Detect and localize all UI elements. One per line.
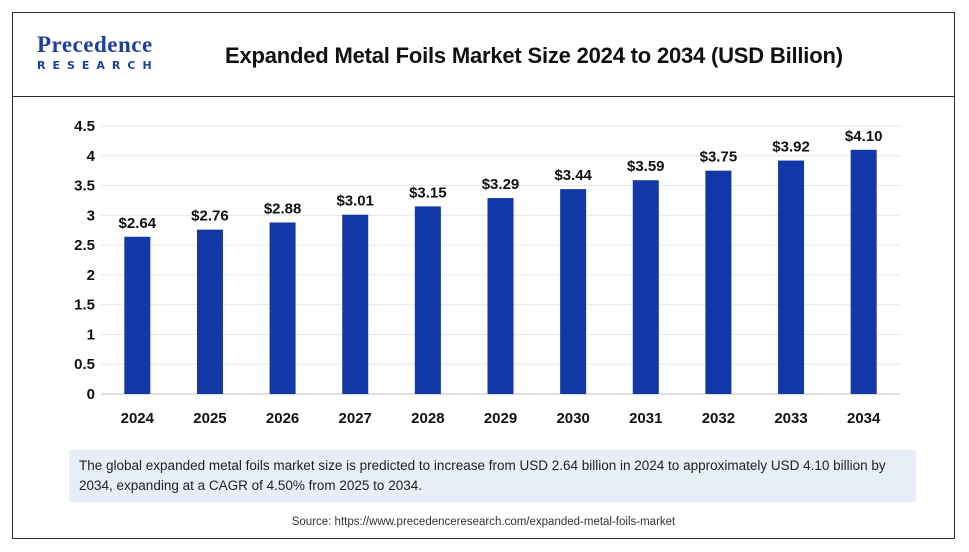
- chart-frame: Precedence RESEARCH Expanded Metal Foils…: [12, 12, 955, 539]
- source-text: Source: https://www.precedenceresearch.c…: [291, 516, 676, 528]
- x-tick-label: 2029: [484, 410, 517, 427]
- x-tick-label: 2025: [193, 410, 226, 427]
- bar: [124, 236, 151, 394]
- logo-subword: RESEARCH: [37, 59, 159, 72]
- y-tick-label: 2: [87, 267, 95, 284]
- data-label: $3.59: [627, 158, 665, 175]
- y-tick-label: 3.5: [74, 178, 95, 195]
- y-tick-label: 1: [87, 326, 95, 343]
- data-label: $3.75: [700, 149, 738, 166]
- bar: [196, 229, 223, 394]
- x-tick-label: 2032: [702, 410, 735, 427]
- description-box: The global expanded metal foils market s…: [69, 450, 916, 502]
- y-tick-label: 4: [87, 148, 96, 165]
- bar: [414, 206, 441, 394]
- x-tick-label: 2024: [121, 410, 155, 427]
- y-tick-label: 2.5: [74, 237, 95, 254]
- data-label: $3.01: [336, 193, 374, 210]
- bar: [269, 222, 296, 394]
- data-label: $3.29: [482, 176, 520, 193]
- data-label: $2.64: [119, 215, 157, 232]
- y-tick-label: 4.5: [74, 118, 95, 135]
- y-tick-label: 3: [87, 207, 95, 224]
- header: Precedence RESEARCH Expanded Metal Foils…: [13, 13, 954, 97]
- x-tick-label: 2028: [411, 410, 444, 427]
- x-tick-label: 2030: [556, 410, 589, 427]
- x-tick-label: 2033: [774, 410, 807, 427]
- bar: [778, 160, 805, 394]
- logo-wordmark: Precedence: [37, 32, 153, 57]
- data-label: $3.44: [554, 167, 592, 184]
- data-label: $2.88: [264, 200, 302, 217]
- data-label: $2.76: [191, 208, 229, 225]
- bar: [560, 189, 587, 394]
- x-tick-label: 2027: [339, 410, 372, 427]
- x-tick-label: 2034: [847, 410, 881, 427]
- bar: [342, 214, 369, 394]
- bar-chart: 0 0.5 1 1.5 2 2.5 3 3.5 4 4.5 $2.64 2024 $2.76 2025 $2…: [74, 118, 900, 427]
- y-tick-label: 0.5: [74, 356, 95, 373]
- x-tick-label: 2031: [629, 410, 662, 427]
- bar: [632, 180, 659, 394]
- bar: [850, 149, 877, 394]
- data-label: $3.92: [772, 139, 810, 156]
- y-tick-label: 0: [87, 386, 95, 403]
- brand-logo: Precedence RESEARCH: [37, 33, 187, 79]
- x-tick-label: 2026: [266, 410, 299, 427]
- data-label: $4.10: [845, 128, 883, 145]
- bar: [705, 170, 732, 394]
- y-tick-label: 1.5: [74, 297, 95, 314]
- bar: [487, 198, 514, 394]
- data-label: $3.15: [409, 184, 447, 201]
- chart-title: Expanded Metal Foils Market Size 2024 to…: [225, 43, 843, 68]
